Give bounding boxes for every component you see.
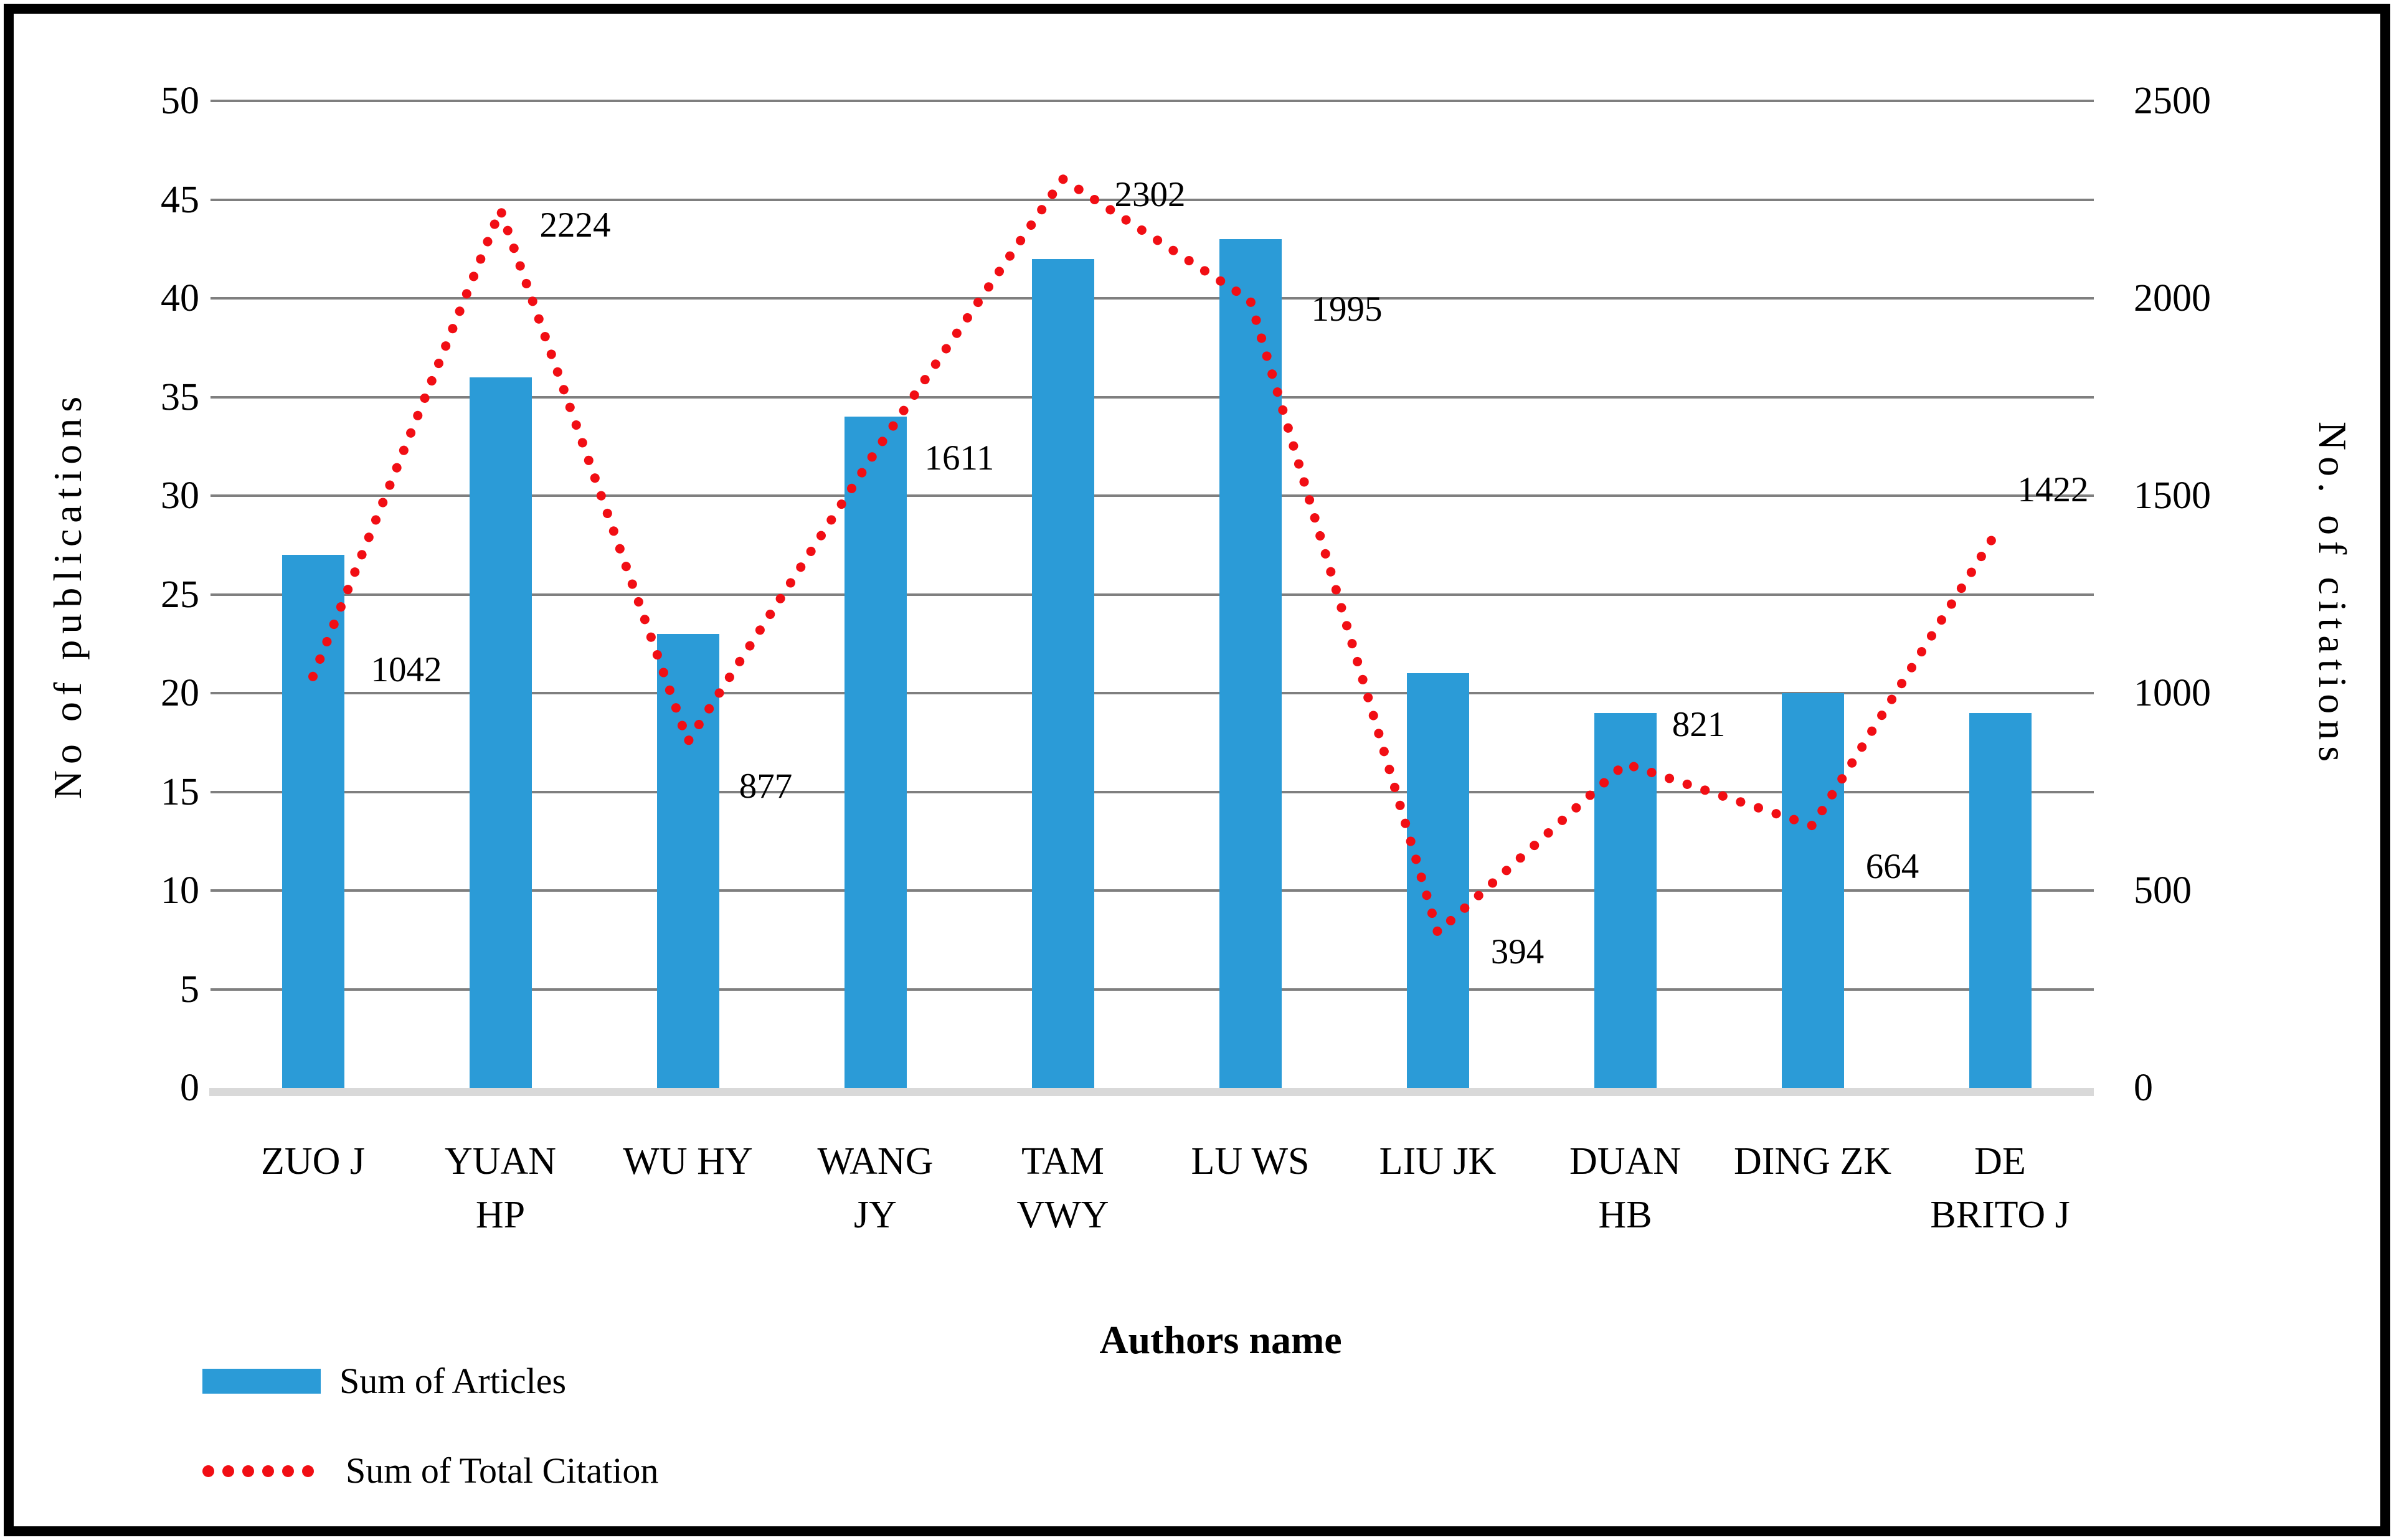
legend-dots-swatch bbox=[202, 1465, 327, 1477]
right-axis-title: No. of citations bbox=[2311, 421, 2355, 768]
left-axis-tick-label: 20 bbox=[161, 672, 199, 714]
citation-data-label: 1042 bbox=[371, 650, 442, 690]
citation-data-label: 664 bbox=[1865, 847, 1919, 887]
right-axis-tick-label: 500 bbox=[2134, 869, 2192, 912]
legend-label: Sum of Articles bbox=[339, 1361, 567, 1401]
category-label-line: WANG bbox=[817, 1140, 934, 1183]
category-label-line: HB bbox=[1598, 1194, 1652, 1236]
legend-dot bbox=[282, 1465, 294, 1477]
legend-bar-swatch bbox=[202, 1369, 321, 1394]
citation-data-label: 877 bbox=[739, 766, 793, 806]
right-axis-tick-label: 2000 bbox=[2134, 277, 2211, 319]
left-axis-tick-label: 35 bbox=[161, 376, 199, 418]
figure-border bbox=[4, 4, 2390, 1536]
bar bbox=[844, 417, 907, 1088]
gridline bbox=[211, 988, 2094, 991]
bar bbox=[1406, 673, 1469, 1088]
left-axis-tick-label: 15 bbox=[161, 770, 199, 813]
citation-data-label: 2302 bbox=[1114, 174, 1186, 214]
category-label-line: JY bbox=[854, 1194, 897, 1236]
category-label: DING ZK bbox=[1719, 1135, 1906, 1188]
category-label: LU WS bbox=[1157, 1135, 1344, 1188]
category-label-line: TAM bbox=[1021, 1140, 1104, 1183]
category-label: TAM VWY bbox=[969, 1135, 1157, 1242]
bar bbox=[469, 377, 532, 1088]
category-label-line: ZUO J bbox=[260, 1140, 366, 1183]
x-axis-line bbox=[209, 1088, 2094, 1096]
category-label-line: LIU JK bbox=[1379, 1140, 1497, 1183]
category-label-line: WU HY bbox=[623, 1140, 753, 1183]
bar bbox=[656, 633, 719, 1088]
x-axis-title: Authors name bbox=[1099, 1318, 1342, 1362]
bar bbox=[282, 555, 344, 1088]
category-label-line: DING ZK bbox=[1733, 1140, 1892, 1183]
category-label: DE BRITO J bbox=[1906, 1135, 2094, 1242]
legend-item-citations: Sum of Total Citation bbox=[202, 1451, 658, 1491]
citation-data-label: 821 bbox=[1672, 705, 1726, 745]
citation-data-label: 394 bbox=[1490, 932, 1545, 972]
category-label-line: BRITO J bbox=[1930, 1194, 2070, 1236]
category-label-line: DE bbox=[1974, 1140, 2026, 1183]
category-label: WU HY bbox=[594, 1135, 782, 1188]
legend-dot bbox=[202, 1465, 214, 1477]
category-label: LIU JK bbox=[1344, 1135, 1531, 1188]
right-axis-tick-label: 1500 bbox=[2134, 475, 2211, 517]
category-label-line: LU WS bbox=[1191, 1140, 1310, 1183]
category-label-line: HP bbox=[475, 1194, 526, 1236]
legend-item-articles: Sum of Articles bbox=[202, 1361, 566, 1401]
bar bbox=[1969, 712, 2032, 1088]
legend-dot bbox=[262, 1465, 274, 1477]
left-axis-tick-label: 30 bbox=[161, 475, 199, 517]
left-axis-tick-label: 50 bbox=[161, 80, 199, 122]
right-axis-tick-label: 1000 bbox=[2134, 672, 2211, 714]
gridline bbox=[211, 297, 2094, 300]
left-axis-title: No of publications bbox=[45, 390, 90, 800]
category-label: ZUO J bbox=[219, 1135, 407, 1188]
left-axis-tick-label: 40 bbox=[161, 277, 199, 319]
left-axis-tick-label: 25 bbox=[161, 573, 199, 616]
gridline bbox=[211, 100, 2094, 102]
category-label: YUAN HP bbox=[407, 1135, 594, 1242]
legend-dot bbox=[302, 1465, 314, 1477]
citation-data-label: 1995 bbox=[1311, 290, 1383, 329]
legend-label: Sum of Total Citation bbox=[346, 1450, 659, 1491]
citation-data-label: 2224 bbox=[539, 205, 611, 245]
left-axis-tick-label: 0 bbox=[180, 1067, 199, 1109]
citation-data-label: 1422 bbox=[2017, 470, 2089, 510]
left-axis-tick-label: 10 bbox=[161, 869, 199, 912]
legend-dot bbox=[242, 1465, 254, 1477]
citation-data-label: 1611 bbox=[924, 438, 995, 478]
left-axis-tick-label: 45 bbox=[161, 178, 199, 221]
right-axis-tick-label: 2500 bbox=[2134, 80, 2211, 122]
legend-dot bbox=[222, 1465, 234, 1477]
category-label-line: VWY bbox=[1016, 1194, 1109, 1236]
right-axis-tick-label: 0 bbox=[2134, 1067, 2153, 1109]
left-axis-tick-label: 5 bbox=[180, 968, 199, 1011]
bar bbox=[1219, 239, 1282, 1088]
category-label: WANG JY bbox=[782, 1135, 969, 1242]
bar bbox=[1031, 258, 1094, 1088]
category-label-line: DUAN bbox=[1569, 1140, 1682, 1183]
bar bbox=[1594, 712, 1657, 1088]
bar bbox=[1781, 693, 1844, 1088]
category-label-line: YUAN bbox=[444, 1140, 557, 1183]
category-label: DUAN HB bbox=[1531, 1135, 1719, 1242]
